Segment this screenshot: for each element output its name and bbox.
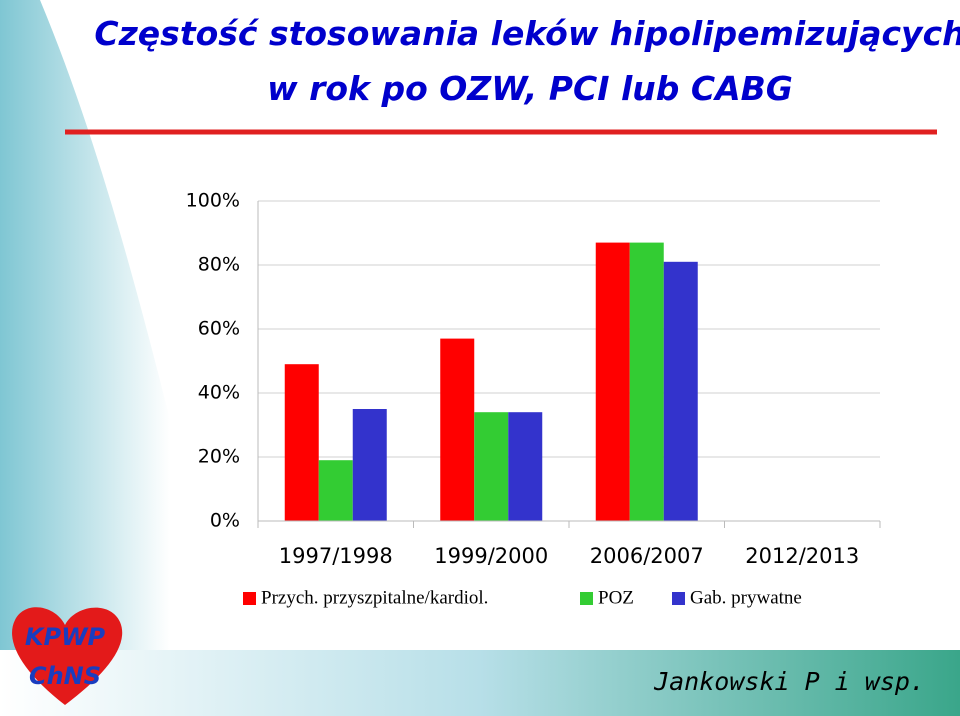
legend-label: POZ (598, 587, 634, 608)
bar (629, 242, 664, 521)
logo-text: ChNS (29, 662, 101, 690)
bar (508, 412, 543, 521)
y-tick-label: 20% (198, 446, 240, 468)
legend-label: Gab. prywatne (690, 587, 802, 608)
x-tick-label: 2006/2007 (590, 544, 704, 568)
title-line: w rok po OZW, PCI lub CABG (267, 69, 793, 108)
title-line: Częstość stosowania leków hipolipemizują… (94, 14, 960, 53)
y-tick-label: 60% (198, 318, 240, 340)
side-decoration (0, 0, 170, 650)
bar (284, 364, 319, 521)
x-tick-label: 2012/2013 (745, 544, 859, 568)
logo: KPWP ChNS (12, 607, 123, 705)
footer-text: Jankowski P i wsp. (653, 667, 925, 696)
y-tick-label: 40% (198, 382, 240, 404)
y-tick-label: 100% (186, 190, 240, 212)
x-tick-label: 1997/1998 (279, 544, 393, 568)
legend-swatch (580, 592, 593, 605)
bar (595, 242, 630, 521)
y-tick-label: 0% (210, 510, 240, 532)
footer-band (0, 650, 960, 716)
bar (440, 338, 475, 521)
bar (474, 412, 509, 521)
bar (352, 409, 387, 521)
logo-heart (12, 607, 123, 705)
bar (663, 261, 698, 521)
legend-label: Przych. przyszpitalne/kardiol. (261, 587, 488, 608)
y-tick-label: 80% (198, 254, 240, 276)
logo-text: KPWP (25, 623, 106, 651)
bar (318, 460, 353, 521)
legend-swatch (672, 592, 685, 605)
legend-swatch (243, 592, 256, 605)
x-tick-label: 1999/2000 (434, 544, 548, 568)
